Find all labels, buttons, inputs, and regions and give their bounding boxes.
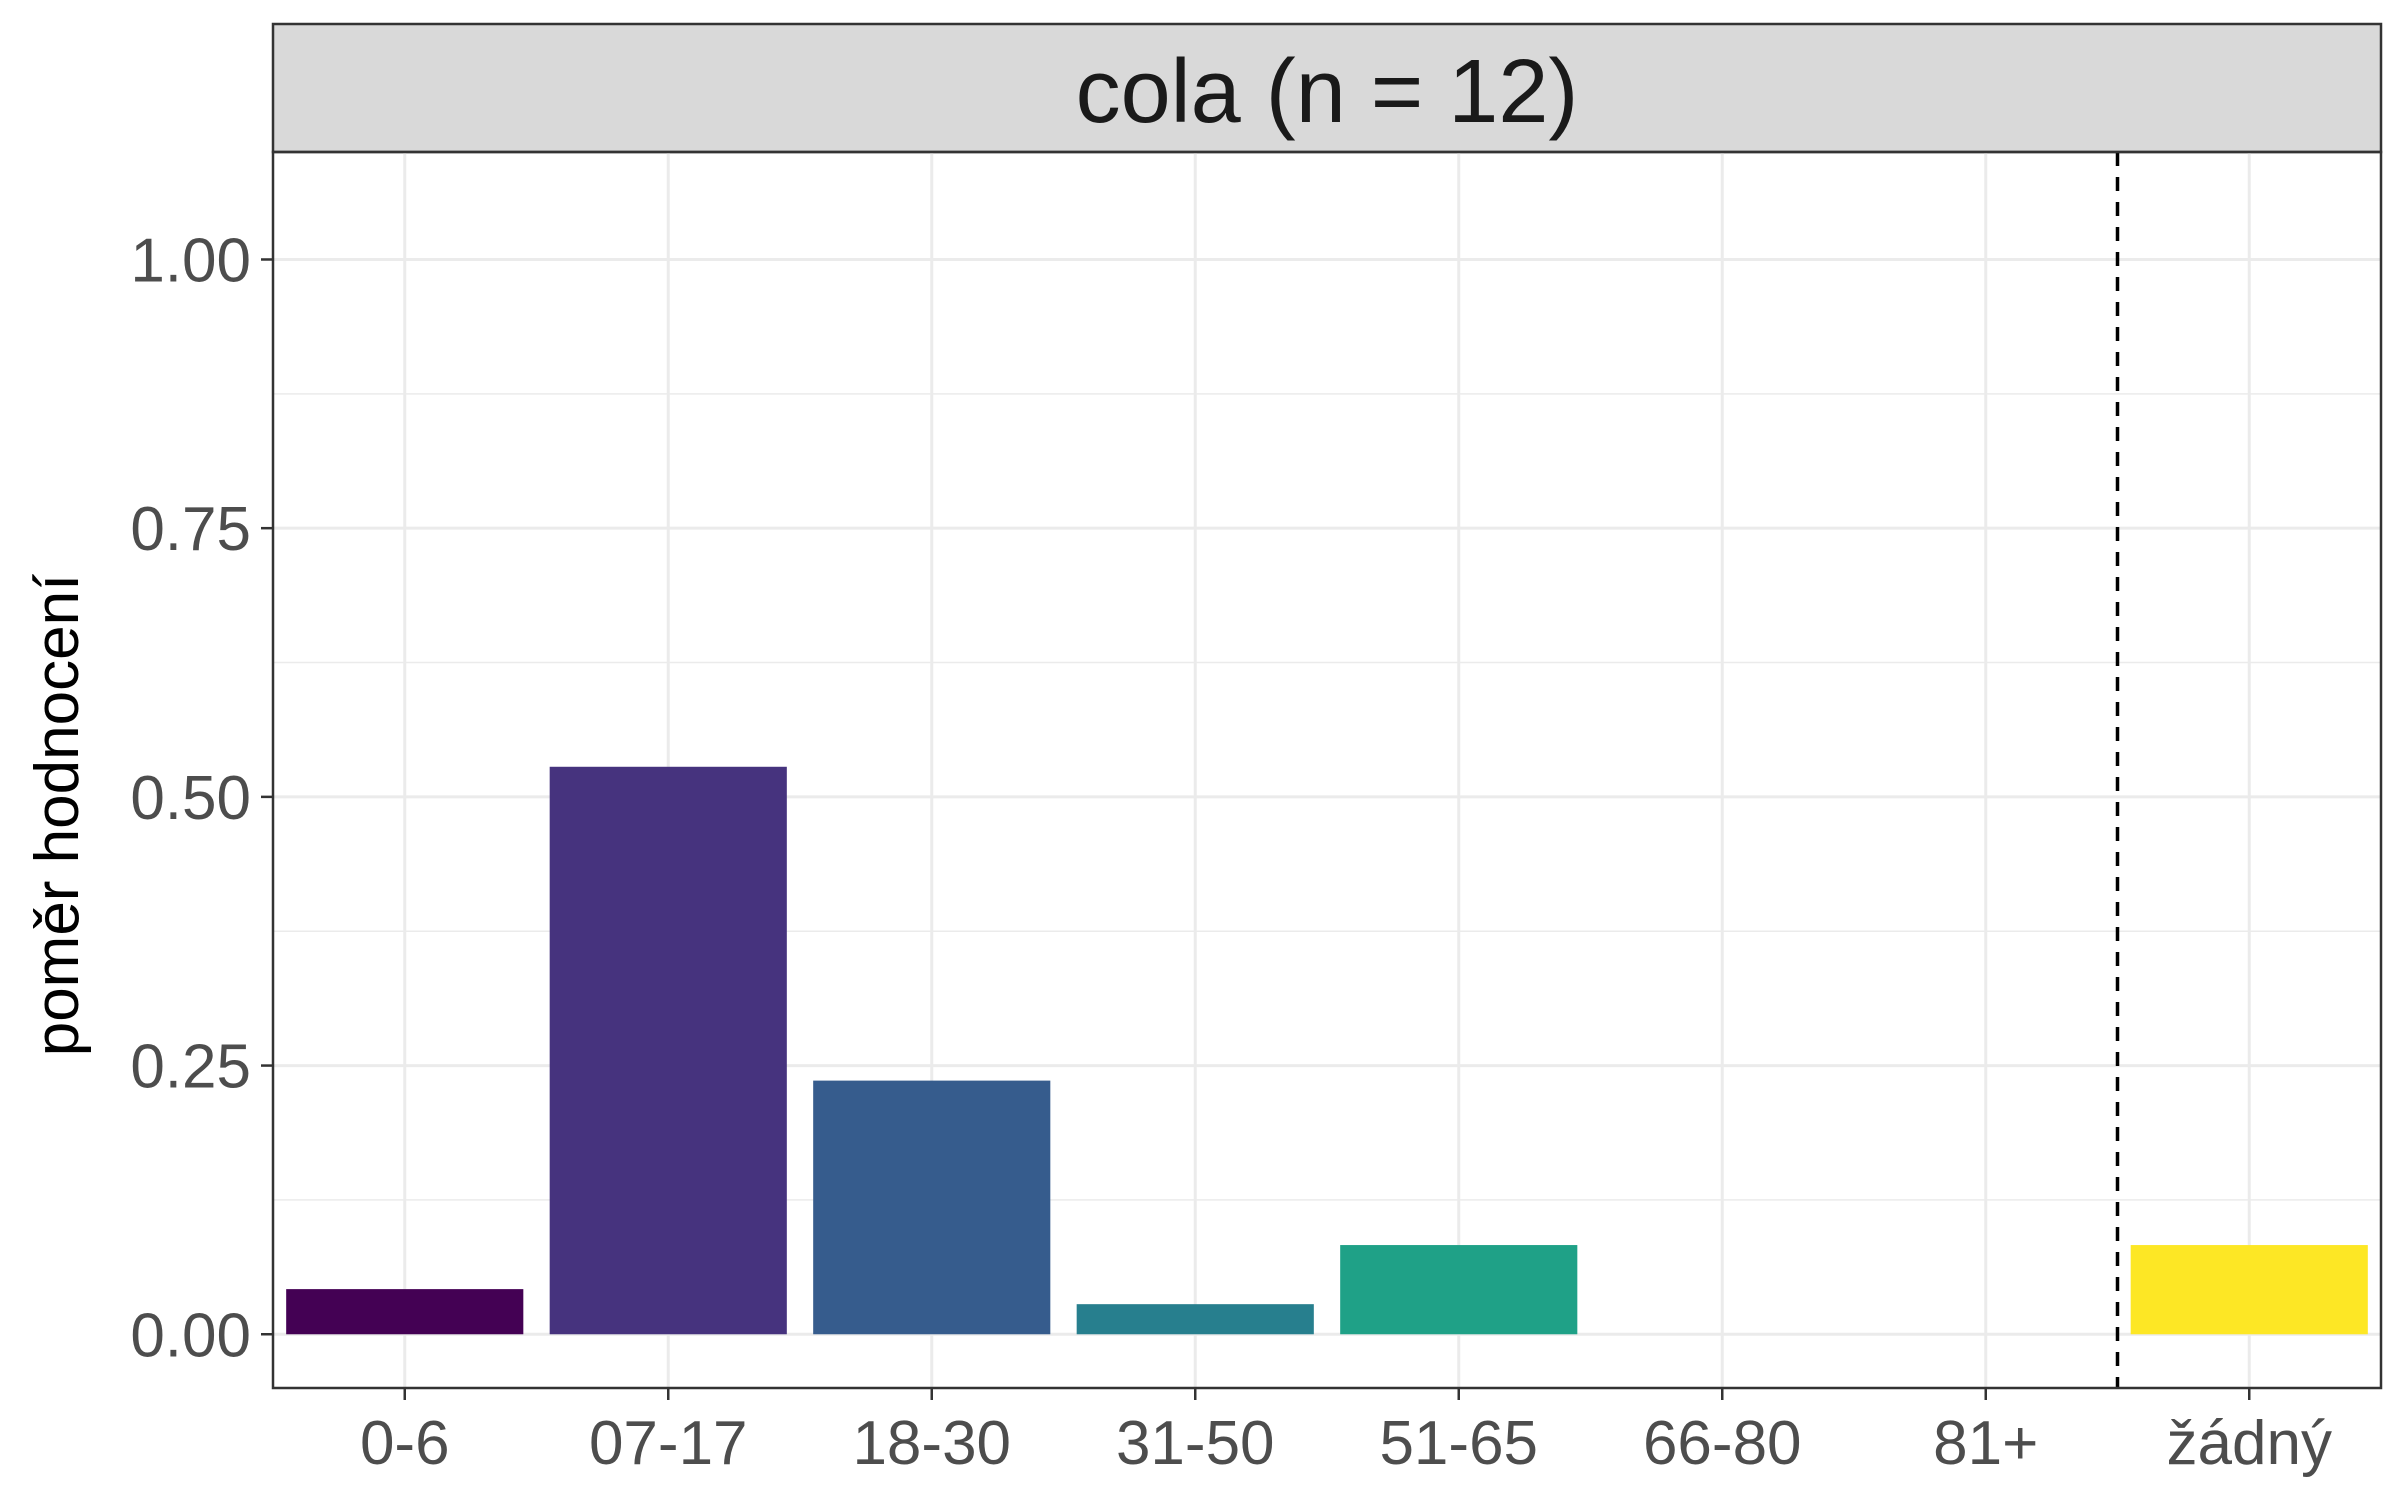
x-tick-label: 81+ [1933, 1409, 2038, 1478]
y-tick-label: 0.00 [130, 1301, 251, 1370]
x-tick-label: 18-30 [852, 1409, 1011, 1478]
bar [549, 766, 787, 1335]
facet-title: cola (n = 12) [1076, 42, 1579, 142]
y-tick-label: 0.25 [130, 1033, 251, 1102]
x-axis: 0-6 07-17 18-30 31-50 51-65 66-80 81+ žádný [360, 1388, 2332, 1478]
y-axis: 0.00 0.25 0.50 0.75 1.00 [130, 226, 273, 1370]
x-tick-label: 07-17 [589, 1409, 748, 1478]
y-tick-label: 0.50 [130, 764, 251, 833]
plot-panel [271, 150, 2383, 1390]
y-axis-title: poměr hodnocení [23, 574, 92, 1057]
facet-strip-background [271, 22, 2383, 154]
panel-border [271, 150, 2383, 1390]
x-tick-label: 66-80 [1643, 1409, 1802, 1478]
x-tick-label: 51-65 [1379, 1409, 1538, 1478]
bar [813, 1080, 1051, 1335]
bar [286, 1289, 524, 1335]
x-tick-label: 0-6 [360, 1409, 450, 1478]
bar [2130, 1245, 2368, 1335]
y-tick-label: 0.75 [130, 495, 251, 564]
facet-strip: cola (n = 12) [271, 22, 2383, 154]
bar [1076, 1304, 1314, 1335]
bar [1340, 1245, 1578, 1335]
x-tick-label: žádný [2167, 1409, 2332, 1478]
x-tick-label: 31-50 [1116, 1409, 1275, 1478]
y-tick-label: 1.00 [130, 226, 251, 295]
